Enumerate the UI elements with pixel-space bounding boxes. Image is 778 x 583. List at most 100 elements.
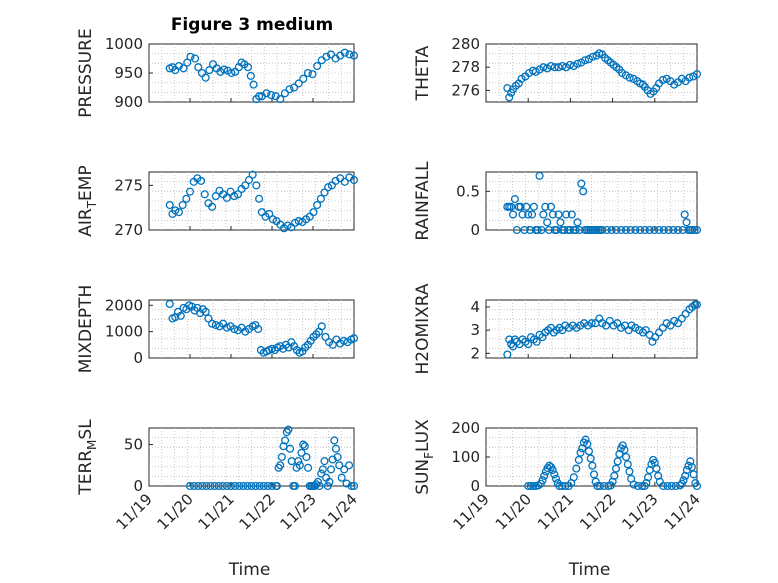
- data-point: [576, 448, 585, 457]
- data-point: [524, 481, 533, 491]
- data-point: [555, 481, 564, 491]
- data-point: [508, 210, 518, 219]
- data-point: [211, 192, 220, 201]
- data-point: [640, 225, 649, 235]
- data-point: [349, 334, 359, 343]
- data-point: [276, 95, 285, 104]
- data-point: [543, 218, 552, 227]
- data-point: [259, 481, 268, 491]
- data-point: [165, 200, 174, 210]
- data-point: [573, 59, 582, 68]
- data-point: [208, 202, 217, 211]
- data-point: [556, 218, 565, 227]
- data-point: [330, 436, 339, 445]
- data-point: [529, 481, 538, 491]
- data-point: [607, 225, 616, 235]
- y-tick-label: 2000: [105, 296, 143, 314]
- series-sun_flux: [524, 435, 702, 491]
- data-point: [174, 61, 183, 71]
- y-tick-label: 4: [470, 298, 480, 316]
- data-point: [309, 208, 318, 217]
- data-point: [623, 460, 632, 469]
- data-point: [620, 445, 629, 454]
- data-point: [322, 52, 331, 61]
- data-point: [206, 481, 215, 491]
- data-point: [505, 93, 514, 102]
- data-point: [545, 225, 554, 235]
- data-point: [581, 435, 590, 444]
- data-point: [197, 176, 206, 185]
- data-point: [328, 340, 337, 349]
- x-axis-label: Time: [228, 560, 271, 580]
- series-air_temp: [165, 170, 359, 233]
- data-point: [290, 481, 300, 491]
- data-point: [300, 442, 309, 451]
- data-point: [558, 61, 567, 71]
- data-point: [532, 337, 541, 346]
- data-point: [625, 467, 634, 476]
- data-point: [210, 481, 219, 491]
- x-tick-label: 11/20: [492, 490, 535, 533]
- data-point: [510, 195, 519, 204]
- data-point: [211, 320, 220, 330]
- data-point: [546, 61, 556, 71]
- data-point: [584, 447, 594, 456]
- data-point: [233, 190, 242, 199]
- y-axis-label: AIRTEMP: [76, 165, 99, 236]
- data-point: [610, 471, 619, 480]
- x-tick-label: 11/21: [534, 490, 577, 533]
- y-axis-label: MIXDEPTH: [76, 285, 96, 374]
- data-point: [669, 225, 678, 235]
- data-point: [252, 181, 261, 190]
- data-point: [198, 481, 207, 491]
- data-point: [586, 454, 595, 463]
- y-axis-label: SUNFLUX: [413, 419, 436, 495]
- data-point: [540, 471, 549, 480]
- data-point: [554, 63, 563, 72]
- data-point: [227, 68, 236, 78]
- data-point: [191, 54, 200, 63]
- data-point: [562, 210, 571, 219]
- data-point: [337, 473, 346, 482]
- data-point: [285, 444, 295, 453]
- data-point: [638, 80, 647, 89]
- data-point: [230, 324, 239, 334]
- data-point: [581, 56, 590, 65]
- data-point: [612, 225, 621, 235]
- data-point: [313, 61, 322, 71]
- data-point: [190, 481, 199, 491]
- data-point: [631, 225, 640, 235]
- data-point: [548, 210, 557, 219]
- grid: [486, 172, 697, 230]
- data-point: [588, 52, 597, 61]
- series-mixdepth: [165, 299, 359, 357]
- y-tick-label: 1000: [105, 323, 143, 341]
- data-point: [200, 190, 209, 199]
- y-tick-label: 0: [470, 221, 480, 239]
- series-h2omixra: [503, 300, 702, 359]
- series-rainfall: [503, 171, 702, 235]
- data-point: [598, 225, 607, 235]
- panel-theta: 276 278 280 THETA: [413, 35, 702, 103]
- x-tick-label: 11/23: [277, 490, 320, 533]
- data-point: [222, 323, 231, 332]
- data-point: [546, 202, 556, 211]
- data-point: [349, 481, 359, 491]
- data-point: [529, 202, 538, 211]
- data-point: [617, 225, 626, 235]
- data-point: [317, 322, 326, 331]
- y-tick-label: 0.5: [456, 182, 480, 200]
- data-point: [667, 481, 676, 491]
- data-point: [204, 314, 213, 323]
- data-point: [550, 470, 559, 479]
- data-point: [692, 225, 702, 235]
- data-point: [507, 202, 516, 211]
- y-tick-label: 0: [133, 349, 143, 367]
- data-point: [255, 481, 264, 491]
- data-point: [575, 225, 584, 235]
- data-point: [548, 465, 557, 475]
- data-point: [302, 452, 311, 462]
- data-point: [186, 52, 195, 61]
